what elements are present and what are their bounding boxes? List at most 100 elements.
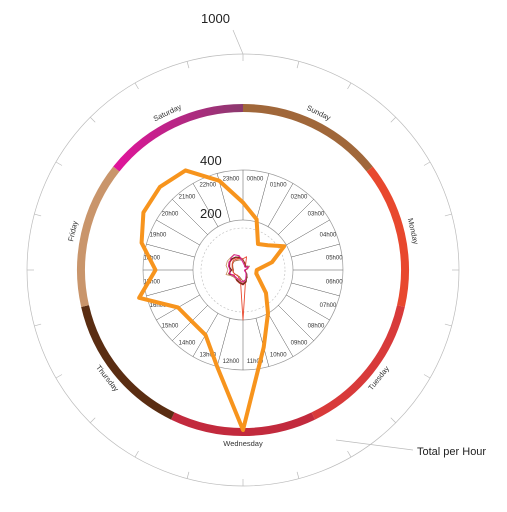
total-point-03h00 [266, 244, 269, 247]
total-point-22h00 [184, 169, 187, 172]
total-series-line [137, 168, 287, 432]
outer-tick [423, 161, 431, 166]
total-point-13h00 [215, 365, 219, 368]
total-point-07h00 [255, 272, 258, 275]
outer-tick [444, 323, 452, 327]
circle-200 [192, 219, 294, 321]
scale-label-1000: 1000 [201, 11, 230, 26]
day-segment-wednesday [170, 412, 316, 437]
hour-spoke [172, 199, 208, 235]
outer-ticks [27, 54, 459, 486]
total-point-20h00 [142, 211, 145, 214]
scale-leader-1000 [232, 29, 244, 55]
hour-spoke [267, 183, 294, 227]
hour-spoke [278, 305, 314, 341]
hour-spoke [291, 282, 340, 297]
outer-tick [444, 213, 452, 217]
total-point-16h00 [176, 306, 180, 309]
hour-label-22h00: 22h00 [199, 183, 216, 189]
outer-tick [134, 450, 139, 458]
hour-label-20h00: 20h00 [162, 212, 179, 218]
hour-label-18h00: 18h00 [143, 256, 160, 262]
total-point-21h00 [158, 185, 162, 189]
hour-label-14h00: 14h00 [179, 341, 196, 347]
outer-tick [296, 61, 300, 69]
outer-tick [347, 82, 352, 90]
total-point-18h00 [154, 268, 157, 272]
outer-tick [34, 213, 42, 217]
annotation-leader [335, 439, 414, 451]
total-point-04h00 [282, 245, 286, 248]
day-segment-friday [77, 166, 120, 307]
hour-label-05h00: 05h00 [326, 256, 343, 262]
scale-label-200: 200 [200, 206, 222, 221]
hour-label-15h00: 15h00 [162, 324, 179, 330]
hour-label-13h00: 13h00 [199, 353, 216, 359]
outer-tick [296, 471, 300, 479]
hour-label-07h00: 07h00 [320, 303, 337, 309]
hour-spoke [156, 219, 200, 246]
total-point-09h00 [264, 291, 268, 295]
annotation-total-per-hour: Total per Hour [417, 446, 486, 458]
outer-tick [347, 450, 352, 458]
hour-label-01h00: 01h00 [270, 183, 287, 189]
hour-label-00h00: 00h00 [247, 176, 264, 182]
annotation-group: Total per Hour [335, 439, 486, 458]
hour-spokes [143, 170, 343, 370]
day-series-friday [225, 253, 250, 283]
total-point-08h00 [258, 278, 261, 281]
hour-label-03h00: 03h00 [308, 212, 325, 218]
day-segment-sunday [242, 104, 373, 172]
outer-tick [186, 471, 190, 479]
hour-label-06h00: 06h00 [326, 280, 343, 286]
total-point-12h00 [241, 428, 245, 432]
outer-tick [423, 374, 431, 379]
hour-spoke [192, 183, 219, 227]
outer-tick [390, 417, 396, 423]
circle-inner [200, 227, 286, 313]
outer-scale-group: 1000 [26, 11, 460, 487]
day-segment-saturday [113, 104, 244, 172]
day-segment-tuesday [311, 305, 405, 420]
hour-label-02h00: 02h00 [291, 195, 308, 201]
total-point-05h00 [270, 261, 274, 264]
outer-tick [134, 82, 139, 90]
hour-label-09h00: 09h00 [291, 341, 308, 347]
hour-label-08h00: 08h00 [308, 324, 325, 330]
outer-tick [55, 374, 63, 379]
day-label-monday: Monday [406, 217, 421, 245]
hour-label-10h00: 10h00 [270, 353, 287, 359]
hour-label-12h00: 12h00 [223, 359, 240, 365]
hour-spoke [286, 219, 330, 246]
day-series-saturday [228, 254, 250, 283]
hour-spoke [255, 173, 270, 222]
day-label-wednesday: Wednesday [223, 439, 263, 448]
total-point-14h00 [204, 333, 207, 337]
total-point-11h00 [262, 346, 265, 349]
day-segment-thursday [81, 305, 175, 420]
hour-spoke [278, 199, 314, 235]
hour-label-19h00: 19h00 [150, 232, 167, 238]
total-point-23h00 [217, 179, 221, 182]
outer-tick [390, 117, 396, 123]
total-point-01h00 [255, 218, 258, 221]
outer-tick [90, 417, 96, 423]
hour-label-11h00: 11h00 [247, 359, 264, 365]
hour-spoke [146, 282, 195, 297]
hour-label-17h00: 17h00 [143, 280, 160, 286]
day-segment-monday [366, 166, 409, 307]
day-series-lines [225, 253, 250, 321]
day-labels: SundayMondayTuesdayWednesdayThursdayFrid… [66, 102, 420, 448]
total-point-19h00 [140, 241, 143, 245]
hour-spoke [172, 305, 208, 341]
hour-spoke [267, 313, 294, 357]
hour-spoke [286, 294, 330, 321]
hour-spoke [146, 243, 195, 258]
hour-spoke [291, 243, 340, 258]
total-point-17h00 [137, 296, 141, 300]
hour-label-16h00: 16h00 [150, 303, 167, 309]
outer-tick [90, 117, 96, 123]
hour-label-04h00: 04h00 [320, 232, 337, 238]
day-label-friday: Friday [66, 220, 79, 243]
